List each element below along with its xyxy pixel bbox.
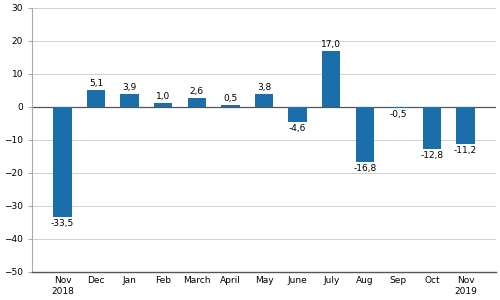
- Bar: [456, 106, 475, 144]
- Bar: [422, 106, 441, 149]
- Bar: [255, 94, 273, 106]
- Bar: [322, 51, 340, 106]
- Text: 5,1: 5,1: [89, 79, 103, 88]
- Bar: [188, 98, 206, 106]
- Text: -4,6: -4,6: [289, 124, 306, 133]
- Bar: [154, 103, 172, 106]
- Bar: [288, 106, 307, 122]
- Text: 0,5: 0,5: [224, 94, 237, 103]
- Text: -0,5: -0,5: [390, 110, 407, 119]
- Bar: [356, 106, 374, 162]
- Text: 2,6: 2,6: [190, 87, 204, 96]
- Text: -33,5: -33,5: [51, 219, 74, 228]
- Bar: [54, 106, 72, 217]
- Text: -11,2: -11,2: [454, 146, 477, 154]
- Text: 17,0: 17,0: [321, 40, 341, 49]
- Text: -12,8: -12,8: [420, 151, 444, 160]
- Bar: [120, 94, 139, 106]
- Bar: [389, 106, 407, 108]
- Text: 3,8: 3,8: [257, 83, 271, 92]
- Text: 3,9: 3,9: [122, 83, 137, 92]
- Bar: [221, 105, 240, 106]
- Bar: [87, 90, 106, 106]
- Text: 1,0: 1,0: [156, 92, 170, 101]
- Text: -16,8: -16,8: [353, 164, 376, 173]
